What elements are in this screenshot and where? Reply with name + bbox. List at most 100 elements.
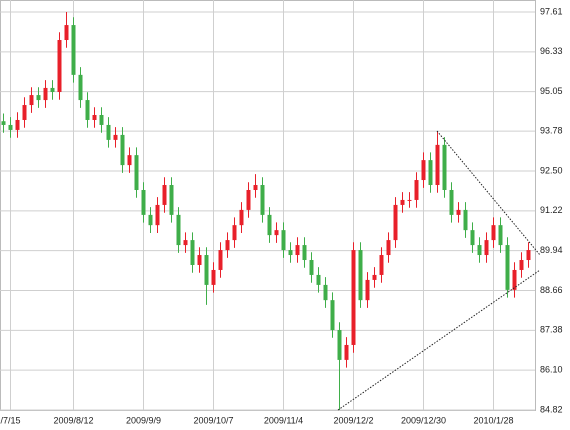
candle-body: [29, 95, 34, 106]
x-tick-label: 2009/12/2: [333, 415, 373, 425]
candle-body: [169, 185, 174, 215]
candle-body: [204, 255, 209, 285]
candle-body: [386, 240, 391, 256]
candle-body: [351, 250, 356, 345]
candle-body: [330, 300, 335, 331]
trend-line: [337, 269, 541, 411]
y-tick-label: 88.66: [540, 285, 563, 295]
y-tick-label: 93.78: [540, 126, 563, 136]
candle-body: [1, 121, 6, 125]
candle-body: [316, 274, 321, 285]
candle-body: [407, 199, 412, 201]
candle-body: [36, 95, 41, 101]
candle-body: [22, 105, 27, 120]
candle-body: [260, 185, 265, 215]
candle-body: [218, 250, 223, 270]
y-tick-label: 92.50: [540, 165, 563, 175]
candle-body: [211, 269, 216, 285]
candle-body: [365, 279, 370, 301]
candle-body: [225, 240, 230, 251]
x-tick-label: 2009/12/30: [401, 415, 446, 425]
candle-body: [78, 74, 83, 101]
candle-body: [134, 155, 139, 190]
candle-body: [57, 40, 62, 92]
candle-body: [372, 274, 377, 280]
candle-body: [477, 245, 482, 256]
y-tick-label: 87.38: [540, 325, 563, 335]
candle-body: [43, 87, 48, 101]
labels: 84.82 86.10 87.38 88.66 89.94 91.22 92.50 93.78…: [0, 6, 562, 425]
y-tick-label: 84.82: [540, 404, 563, 414]
x-tick-label: /7/15: [0, 415, 20, 425]
candle-body: [239, 209, 244, 226]
candle-body: [183, 240, 188, 246]
plot-frame: [0, 0, 536, 411]
y-tick-label: 96.33: [540, 46, 563, 56]
candle-body: [71, 25, 76, 75]
candle-body: [127, 155, 132, 166]
candle-body: [148, 214, 153, 226]
candle-body: [50, 87, 55, 92]
candle-body: [435, 144, 440, 186]
y-tick-label: 91.22: [540, 205, 563, 215]
candle-body: [393, 204, 398, 241]
candle-body: [344, 344, 349, 360]
candle-body: [519, 260, 524, 270]
candle-body: [267, 214, 272, 236]
candle-body: [470, 230, 475, 246]
candle-body: [288, 250, 293, 256]
candle-body: [232, 225, 237, 241]
y-tick-label: 86.10: [540, 365, 563, 375]
y-tick-label: 97.61: [540, 6, 563, 16]
candle-body: [15, 119, 20, 130]
candle-body: [190, 240, 195, 265]
candle-body: [113, 134, 118, 140]
candle-body: [197, 255, 202, 265]
candle-body: [302, 245, 307, 261]
candle-body: [155, 204, 160, 226]
candle-body: [400, 199, 405, 205]
candle-body: [176, 214, 181, 246]
candle-body: [253, 185, 258, 190]
candle-body: [162, 185, 167, 205]
candle-body: [106, 124, 111, 140]
candle-body: [456, 209, 461, 215]
candle-body: [274, 230, 279, 236]
candle-body: [498, 225, 503, 246]
candle-body: [505, 245, 510, 290]
x-tick-label: 2009/8/12: [53, 415, 93, 425]
candle-body: [99, 115, 104, 125]
candle-body: [246, 189, 251, 210]
x-tick-label: 2009/9/9: [126, 415, 161, 425]
x-tick-label: 2009/11/4: [264, 415, 303, 425]
candle-body: [92, 115, 97, 120]
candle-body: [281, 230, 286, 251]
candle-body: [295, 245, 300, 256]
candle-body: [449, 189, 454, 215]
candle-body: [491, 225, 496, 241]
candle-body: [512, 269, 517, 290]
candle-body: [337, 330, 342, 360]
y-tick-label: 95.05: [540, 86, 563, 96]
y-tick-label: 89.94: [540, 245, 563, 255]
candle-body: [323, 284, 328, 301]
candle-body: [414, 180, 419, 200]
candle-body: [64, 25, 69, 41]
candles: [1, 12, 531, 410]
candle-body: [526, 250, 531, 261]
candle-body: [358, 250, 363, 301]
candle-body: [8, 124, 13, 130]
candle-body: [484, 240, 489, 256]
candle-body: [428, 160, 433, 186]
candle-body: [85, 100, 90, 120]
candle-body: [120, 134, 125, 166]
candle-body: [463, 209, 468, 231]
candle-body: [379, 255, 384, 275]
candle-body: [442, 144, 447, 190]
x-tick-label: 2010/1/28: [473, 415, 513, 425]
candle-body: [141, 189, 146, 215]
candle-body: [309, 260, 314, 275]
x-tick-label: 2009/10/7: [193, 415, 233, 425]
